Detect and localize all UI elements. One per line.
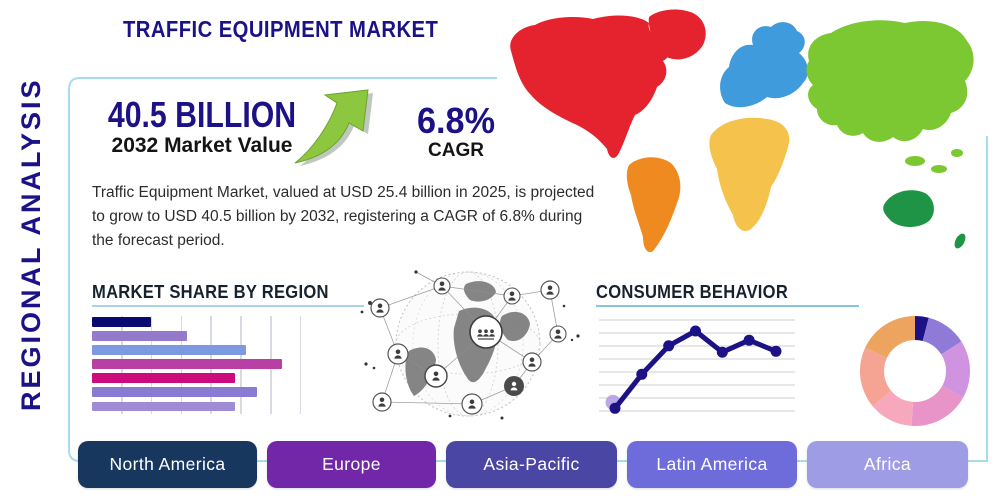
- network-nodes: [370, 277, 567, 415]
- consumer-behavior-underline: [596, 305, 859, 307]
- bar-gridline: [299, 316, 302, 414]
- map-new-zealand: [954, 233, 966, 249]
- cagr-caption: CAGR: [428, 139, 484, 161]
- donut-segment-7: [865, 316, 915, 358]
- region-button-asia-pacific[interactable]: Asia-Pacific: [446, 441, 617, 488]
- bar-region-4: [92, 359, 282, 369]
- bar-region-3: [92, 345, 246, 355]
- growth-arrow-icon: [294, 89, 373, 166]
- map-europe: [720, 22, 808, 108]
- region-button-north-america[interactable]: North America: [78, 441, 257, 488]
- map-sea-island: [951, 149, 963, 157]
- market-share-title: MARKET SHARE BY REGION: [92, 282, 329, 302]
- globe-network-graphic: [360, 270, 580, 420]
- bar-region-2: [92, 331, 187, 341]
- region-button-latin-america[interactable]: Latin America: [627, 441, 797, 488]
- donut-segment-6: [859, 347, 892, 407]
- market-share-underline: [92, 305, 364, 307]
- region-button-label: Africa: [863, 454, 912, 474]
- cagr-stat: 6.8% CAGR: [396, 102, 516, 162]
- cagr-number: 6.8%: [417, 100, 495, 141]
- side-label-regional-analysis: REGIONAL ANALYSIS: [16, 77, 46, 411]
- map-sea-island: [905, 156, 925, 166]
- map-asia: [806, 20, 974, 142]
- map-sea-island: [931, 165, 947, 173]
- market-share-bar-chart: [92, 314, 308, 416]
- consumer-behavior-line-chart: [599, 319, 795, 414]
- bar-region-1: [92, 317, 151, 327]
- donut-segment-1: [915, 315, 929, 341]
- consumer-behavior-title: CONSUMER BEHAVIOR: [596, 282, 789, 302]
- region-button-label: North America: [109, 454, 226, 474]
- map-greenland: [648, 9, 706, 60]
- underline-end-dot: [368, 301, 372, 305]
- scatter-dots: [360, 270, 580, 420]
- world-map: [510, 9, 974, 253]
- bar-region-6: [92, 387, 258, 397]
- bar-region-5: [92, 373, 235, 383]
- market-description: Traffic Equipment Market, valued at USD …: [92, 184, 595, 250]
- map-south-america: [626, 157, 681, 253]
- donut-segment-5: [872, 390, 914, 426]
- region-button-label: Latin America: [656, 454, 768, 474]
- region-button-label: Asia-Pacific: [483, 454, 580, 474]
- map-australia: [883, 190, 934, 227]
- market-value-number: 40.5 BILLION: [107, 94, 297, 135]
- market-value-stat: 40.5 BILLION 2032 Market Value: [86, 96, 318, 158]
- group-node-icon: [469, 315, 503, 349]
- map-north-america: [510, 15, 672, 158]
- donut-segment-2: [922, 317, 962, 355]
- region-button-europe[interactable]: Europe: [267, 441, 436, 488]
- bar-region-7: [92, 401, 235, 412]
- page-title: TRAFFIC EQUIPMENT MARKET: [123, 16, 439, 42]
- donut-segment-3: [941, 341, 970, 398]
- person-node-icon: [504, 376, 524, 396]
- regional-share-donut-chart: [859, 315, 970, 427]
- globe-continent: [405, 347, 436, 396]
- market-value-caption: 2032 Market Value: [111, 133, 293, 157]
- map-africa: [709, 117, 790, 232]
- region-button-label: Europe: [322, 454, 381, 474]
- globe-continent: [500, 311, 530, 342]
- donut-segment-4: [911, 385, 964, 427]
- region-button-africa[interactable]: Africa: [807, 441, 968, 488]
